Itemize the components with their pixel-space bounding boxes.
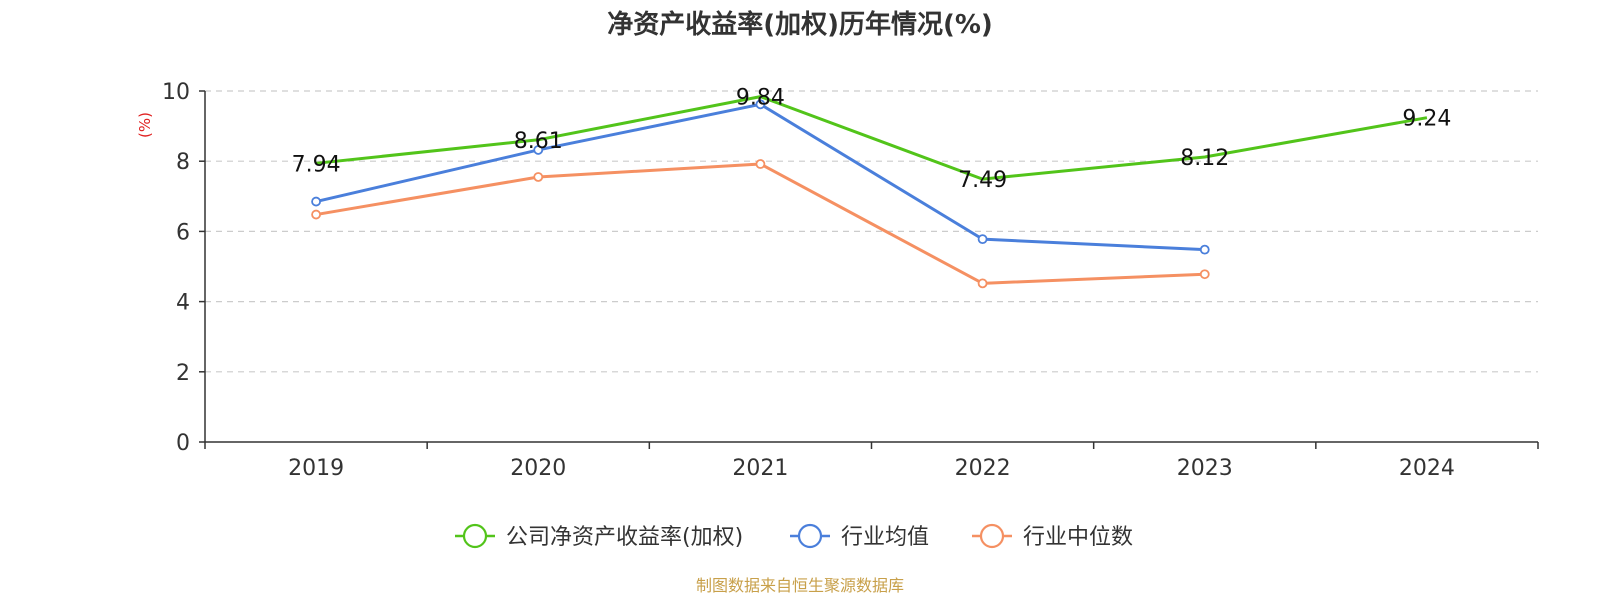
y-tick-label: 4 xyxy=(176,291,190,316)
data-point xyxy=(755,159,766,169)
y-tick-label: 8 xyxy=(176,150,190,175)
data-point xyxy=(533,145,544,155)
data-point xyxy=(977,234,988,245)
x-tick-label: 2021 xyxy=(732,456,788,481)
legend-marker-icon xyxy=(979,523,1005,549)
x-tick-label: 2024 xyxy=(1399,456,1455,481)
data-labels: 7.94 8.61 9.84 7.49 8.12 9.24 xyxy=(292,86,1452,193)
data-point xyxy=(533,172,544,182)
data-point xyxy=(311,196,321,207)
legend-label: 行业均值 xyxy=(841,525,929,550)
x-tick-label: 2023 xyxy=(1177,456,1233,481)
x-tick-label: 2020 xyxy=(510,456,566,481)
series-lines xyxy=(311,95,1428,289)
series-line-1 xyxy=(315,102,1205,252)
y-tick-label: 10 xyxy=(162,80,190,105)
legend[interactable]: 公司净资产收益率(加权) 行业均值 行业中位数 xyxy=(455,523,1133,550)
x-tick-labels: 2019 2020 2021 2022 2023 2024 xyxy=(288,456,1455,481)
legend-label: 行业中位数 xyxy=(1023,525,1133,550)
grid-lines xyxy=(205,90,1538,373)
y-axis-label: (%) xyxy=(136,112,154,138)
legend-item-0[interactable]: 公司净资产收益率(加权) xyxy=(455,523,743,550)
legend-marker-icon xyxy=(462,523,488,549)
data-label: 9.24 xyxy=(1402,107,1451,132)
x-tick-label: 2022 xyxy=(955,456,1011,481)
data-label: 8.12 xyxy=(1180,146,1229,171)
chart-title: 净资产收益率(加权)历年情况(%) xyxy=(607,9,993,40)
data-label: 7.94 xyxy=(292,152,341,177)
data-label: 9.84 xyxy=(736,86,785,111)
data-label: 8.61 xyxy=(514,129,563,154)
y-tick-label: 2 xyxy=(176,361,190,386)
data-point xyxy=(1199,269,1210,280)
data-point xyxy=(311,209,321,220)
legend-label: 公司净资产收益率(加权) xyxy=(506,525,743,550)
data-point xyxy=(755,99,766,110)
source-note: 制图数据来自恒生聚源数据库 xyxy=(696,576,904,595)
data-point xyxy=(1199,244,1210,255)
data-label: 7.49 xyxy=(958,168,1007,193)
series-line-0 xyxy=(315,95,1428,181)
x-tick-label: 2019 xyxy=(288,456,344,481)
series-line-2 xyxy=(315,162,1205,285)
legend-item-2[interactable]: 行业中位数 xyxy=(972,523,1133,550)
data-point xyxy=(977,278,988,289)
y-tick-label: 6 xyxy=(176,220,190,245)
y-tick-labels: 0 2 4 6 8 10 xyxy=(162,80,190,456)
y-tick-label: 0 xyxy=(176,431,190,456)
legend-item-1[interactable]: 行业均值 xyxy=(790,523,929,550)
axes xyxy=(199,90,1539,449)
legend-marker-icon xyxy=(797,523,823,549)
